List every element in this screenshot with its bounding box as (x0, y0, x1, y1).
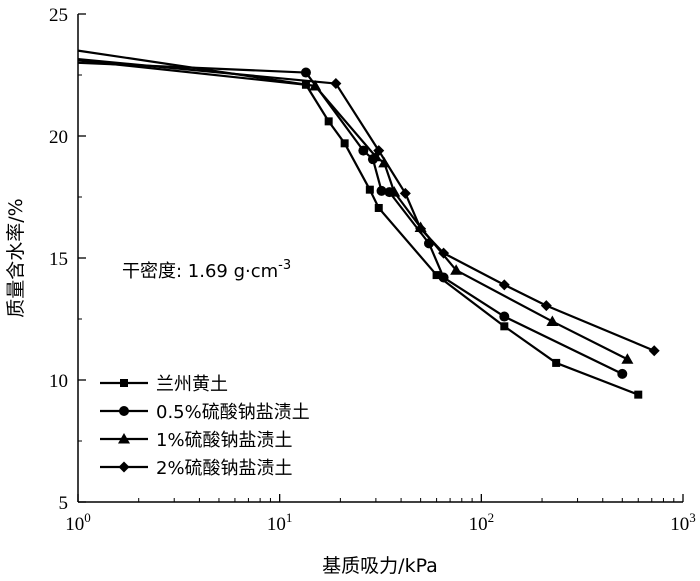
x-tick-label-exponent: 2 (488, 510, 495, 525)
diamond-marker (399, 187, 411, 199)
legend-label: 0.5%硫酸钠盐渍土 (156, 402, 310, 423)
square-marker (552, 358, 561, 367)
square-marker (432, 271, 441, 280)
circle-marker (499, 311, 510, 322)
square-marker (500, 322, 509, 331)
diamond-marker (438, 247, 450, 259)
series-line (77, 58, 655, 352)
series-4 (77, 58, 660, 357)
x-tick-label: 101 (267, 510, 293, 535)
series-1 (77, 59, 643, 399)
y-tick-label: 20 (49, 127, 68, 148)
annotation-main-text: 干密度: 1.69 g·cm (122, 261, 278, 282)
diamond-marker (648, 345, 660, 357)
x-tick-label-base: 10 (469, 514, 488, 535)
x-tick-label: 103 (670, 510, 696, 535)
triangle-marker (621, 353, 634, 364)
series-line (77, 61, 623, 375)
circle-marker (358, 145, 369, 156)
x-tick-label-exponent: 0 (84, 510, 91, 525)
diamond-marker (118, 461, 130, 473)
square-marker (374, 203, 383, 212)
legend: 兰州黄土 0.5%硫酸钠盐渍土 1%硫酸钠盐渍土 2%硫酸钠盐渍土 (100, 374, 310, 479)
density-annotation: 干密度: 1.69 g·cm-3 (122, 258, 291, 282)
triangle-marker (388, 186, 401, 197)
legend-label: 1%硫酸钠盐渍土 (156, 430, 293, 451)
square-marker (324, 117, 333, 126)
x-tick-label: 100 (65, 510, 91, 535)
circle-marker (119, 406, 129, 416)
y-tick-label: 15 (49, 249, 68, 270)
y-axis-title: 质量含水率/% (5, 198, 27, 317)
triangle-marker (369, 150, 382, 162)
triangle-marker (546, 315, 559, 326)
circle-marker (438, 272, 449, 283)
legend-item: 2%硫酸钠盐渍土 (100, 458, 293, 479)
series-3 (77, 49, 634, 364)
legend-item: 1%硫酸钠盐渍土 (100, 430, 293, 451)
circle-marker (617, 368, 628, 379)
diamond-marker (540, 300, 552, 312)
annotation-superscript: -3 (278, 258, 291, 273)
circle-marker (300, 67, 311, 78)
square-marker (340, 139, 349, 148)
y-tick-label: 10 (49, 371, 68, 392)
x-axis-title: 基质吸力/kPa (322, 555, 438, 577)
legend-item: 0.5%硫酸钠盐渍土 (100, 402, 310, 423)
triangle-marker (450, 264, 463, 275)
x-tick-label-base: 10 (267, 514, 286, 535)
x-tick-label-base: 10 (65, 514, 84, 535)
y-tick-label: 25 (49, 5, 68, 26)
series-line (77, 49, 628, 361)
x-tick-label: 102 (469, 510, 495, 535)
series-layer (77, 49, 660, 399)
diamond-marker (373, 145, 385, 157)
series-2 (77, 61, 628, 379)
triangle-marker (309, 79, 322, 91)
legend-item: 兰州黄土 (100, 374, 228, 395)
diamond-marker (415, 223, 427, 235)
square-marker (365, 185, 374, 194)
series-line (77, 59, 639, 396)
square-marker (634, 390, 643, 399)
legend-label: 2%硫酸钠盐渍土 (156, 458, 293, 479)
y-tick-label: 5 (59, 493, 69, 514)
triangle-marker (118, 433, 130, 444)
x-tick-label-exponent: 3 (689, 510, 696, 525)
square-marker (120, 379, 128, 387)
x-tick-label-exponent: 1 (286, 510, 293, 525)
diamond-marker (498, 279, 510, 291)
circle-marker (376, 185, 387, 196)
diamond-marker (330, 78, 342, 90)
x-tick-label-base: 10 (670, 514, 689, 535)
legend-label: 兰州黄土 (156, 374, 228, 395)
